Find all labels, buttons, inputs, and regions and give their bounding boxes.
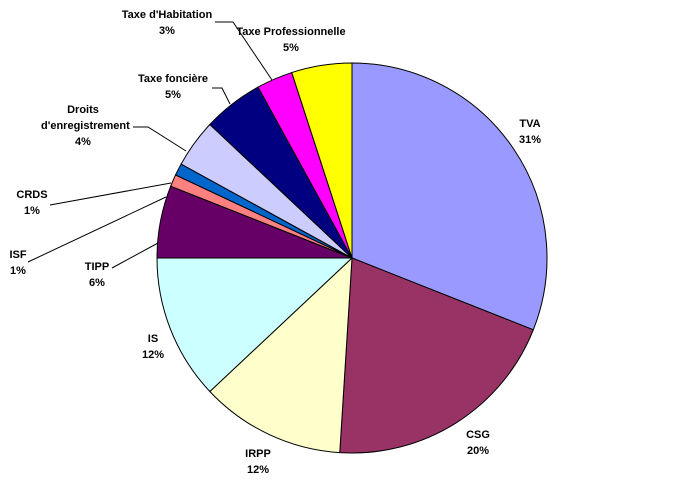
value-label: 3% [159, 25, 175, 37]
category-label: Taxe Professionnelle [236, 26, 346, 38]
slice-label: Taxe foncière 5% [123, 71, 223, 103]
category-label: TIPP [84, 261, 110, 273]
leader-line [49, 182, 172, 206]
leader-line [215, 21, 273, 81]
value-label: 20% [466, 445, 490, 457]
leader-line [111, 242, 159, 269]
category-label: TVA [519, 118, 541, 130]
value-label: 4% [75, 136, 91, 148]
slice-label: CSG 20% [448, 427, 508, 459]
value-label: 6% [89, 277, 105, 289]
pie-slice [351, 62, 548, 331]
category-label: CRDS [16, 189, 48, 201]
slice-label: TVA 31% [500, 116, 560, 148]
leader-line [133, 126, 187, 152]
category-label: IRPP [245, 448, 271, 460]
category-label: Taxe foncière [137, 73, 209, 85]
value-label: 12% [141, 349, 165, 361]
slice-label: Taxe Professionnelle 5% [221, 24, 361, 56]
category-label: IS [147, 333, 159, 345]
category-label: ISF [9, 249, 27, 261]
value-label: 1% [10, 265, 26, 277]
slice-label: TIPP 6% [67, 259, 127, 291]
leader-line [27, 196, 167, 263]
value-label: 12% [246, 464, 270, 476]
pie-slice [291, 62, 353, 259]
slice-label: CRDS 1% [2, 187, 62, 219]
slice-label: ISF 1% [0, 247, 38, 279]
category-label: Droits d'enregistrement [41, 104, 130, 132]
slice-label: Droits d'enregistrement 4% [33, 102, 133, 150]
pie-slice [339, 257, 534, 454]
value-label: 5% [283, 42, 299, 54]
slice-label: IS 12% [123, 331, 183, 363]
category-label: Taxe d'Habitation [121, 9, 213, 21]
pie-slice [156, 257, 354, 393]
value-label: 1% [24, 205, 40, 217]
slice-label: Taxe d'Habitation 3% [107, 7, 227, 39]
category-label: CSG [466, 429, 490, 441]
value-label: 5% [165, 89, 181, 101]
slice-label: IRPP 12% [228, 446, 288, 478]
pie-slice [209, 256, 353, 454]
leader-line [212, 87, 231, 105]
value-label: 31% [518, 134, 542, 146]
